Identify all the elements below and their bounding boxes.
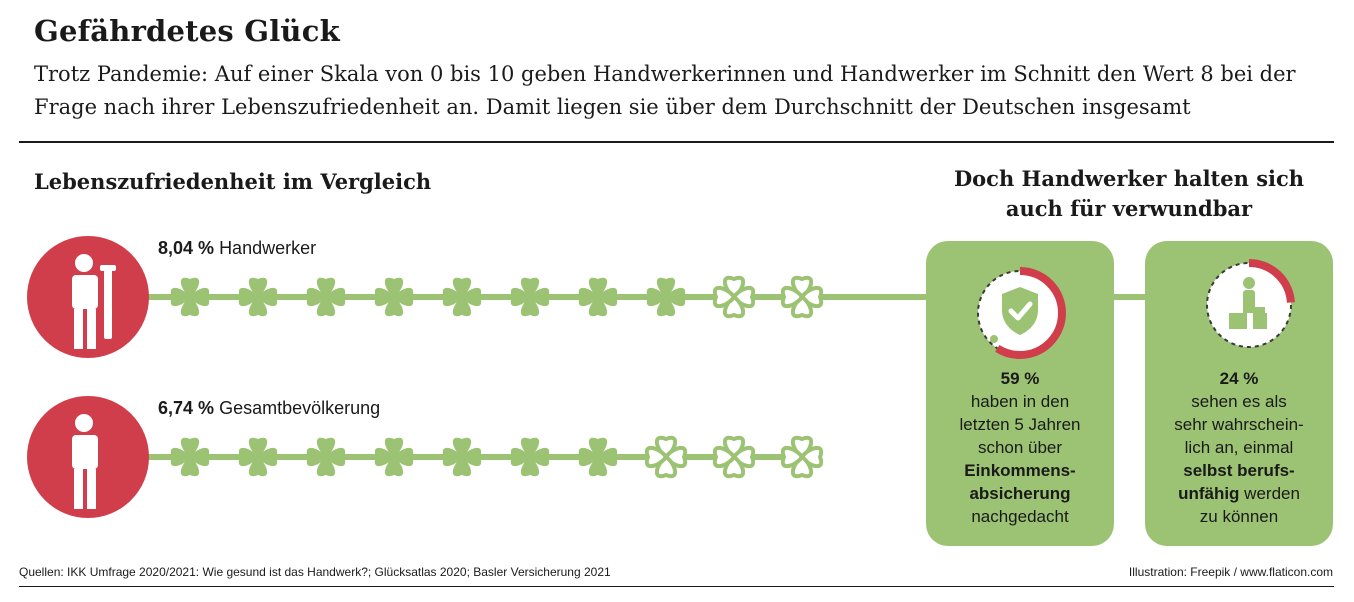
person-icon <box>72 414 98 509</box>
clover-filled <box>170 437 210 477</box>
row-label-gesamtbevoelkerung: 6,74 % Gesamtbevölkerung <box>158 398 380 419</box>
clover-filled <box>238 277 278 317</box>
stat-card-income: 59 % haben in den letzten 5 Jahren schon… <box>926 241 1114 546</box>
donut-24 <box>1203 259 1295 351</box>
right-heading: Doch Handwerker halten sich auch für ver… <box>953 166 1305 221</box>
clover-outline <box>712 435 756 479</box>
donut-arc <box>974 267 1066 359</box>
clover-outline <box>712 275 756 319</box>
row-label-handwerker: 8,04 % Handwerker <box>158 238 316 259</box>
shield-check-icon <box>1002 287 1038 335</box>
donut-arc <box>1203 259 1295 351</box>
donut-59 <box>974 267 1066 359</box>
clover-filled <box>510 437 550 477</box>
clover-filled <box>578 437 618 477</box>
page-title: Gefährdetes Glück <box>34 14 340 48</box>
top-divider <box>19 141 1334 143</box>
clover-filled <box>238 437 278 477</box>
value-label: 6,74 % <box>158 398 215 418</box>
clover-filled <box>374 437 414 477</box>
page-subtitle: Trotz Pandemie: Auf einer Skala von 0 bi… <box>34 62 1296 119</box>
source-note: Quellen: IKK Umfrage 2020/2021: Wie gesu… <box>19 565 611 579</box>
stat-card-disability: 24 % sehen es als sehr wahrschein- lich … <box>1145 241 1333 546</box>
value-label: 8,04 % <box>158 238 215 258</box>
left-heading: Lebenszufriedenheit im Vergleich <box>34 169 432 194</box>
clover-outline <box>780 275 824 319</box>
clover-filled <box>170 277 210 317</box>
clover-filled <box>646 277 686 317</box>
clover-filled <box>510 277 550 317</box>
clover-outline <box>644 435 688 479</box>
series-name: Handwerker <box>219 238 317 258</box>
bottom-divider <box>19 586 1334 587</box>
clover-outline <box>780 435 824 479</box>
clover-filled <box>442 437 482 477</box>
clover-filled <box>442 277 482 317</box>
disabled-worker-icon <box>1229 277 1267 329</box>
clover-filled <box>578 277 618 317</box>
clover-filled <box>306 277 346 317</box>
clover-filled <box>306 437 346 477</box>
card-text: 59 % haben in den letzten 5 Jahren schon… <box>959 369 1081 526</box>
illustration-credit: Illustration: Freepik / www.flaticon.com <box>1128 565 1333 579</box>
craftsman-with-tool-icon <box>72 254 116 349</box>
clover-filled <box>374 277 414 317</box>
card-text: 24 % sehen es als sehr wahrschein- lich … <box>1174 369 1304 526</box>
series-name: Gesamtbevölkerung <box>219 398 381 418</box>
